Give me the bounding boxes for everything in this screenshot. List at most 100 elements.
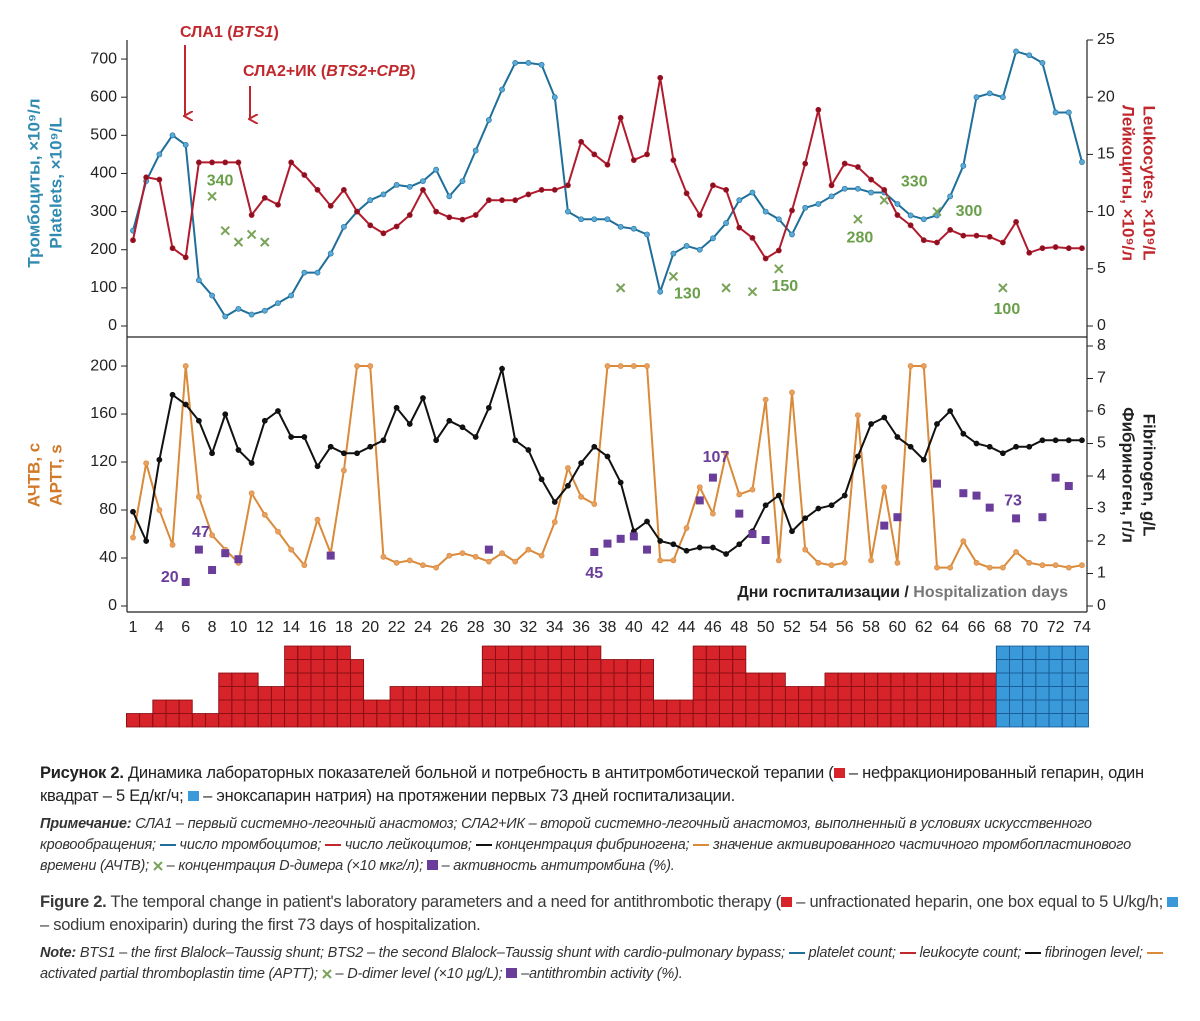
- data-point: [235, 447, 242, 453]
- heparin-column: [521, 645, 536, 728]
- legend-symbol: [153, 861, 163, 871]
- data-point: [644, 231, 650, 238]
- data-point: [1039, 245, 1046, 252]
- y-tick-label: 160: [90, 405, 117, 422]
- data-point: [947, 227, 954, 233]
- x-axis-label-sep: /: [900, 584, 913, 601]
- data-point: [314, 269, 321, 276]
- x-tick-label: 42: [651, 619, 669, 636]
- heparin-column: [785, 686, 799, 728]
- antithrombin-marker: [735, 509, 744, 518]
- x-tick-label: 20: [361, 619, 379, 636]
- data-point: [644, 151, 650, 158]
- data-point: [248, 212, 255, 218]
- data-point: [657, 538, 664, 544]
- caption-text: – активность антитромбина (%).: [437, 858, 675, 874]
- data-point: [775, 557, 782, 564]
- y2-tick-label: 0: [1097, 597, 1106, 614]
- caption-ru-note: Примечание: СЛА1 – первый системно-легоч…: [40, 814, 1185, 877]
- marker-cross: [233, 237, 244, 247]
- data-point: [907, 363, 914, 369]
- data-point: [565, 482, 571, 489]
- data-point: [960, 232, 967, 239]
- data-point: [986, 443, 993, 450]
- data-point: [1013, 48, 1019, 55]
- data-point: [156, 456, 163, 463]
- data-point: [855, 412, 861, 419]
- data-point: [986, 90, 993, 97]
- data-point: [762, 208, 769, 215]
- data-point: [367, 363, 374, 369]
- data-point: [538, 186, 545, 193]
- data-point: [789, 389, 795, 396]
- heparin-column: [771, 672, 786, 728]
- data-point: [485, 117, 492, 123]
- data-point: [209, 292, 215, 299]
- data-point: [710, 235, 716, 242]
- x-tick-label: 62: [915, 619, 933, 636]
- data-point: [340, 467, 347, 474]
- marker-cross: [668, 271, 679, 282]
- antithrombin-marker: [234, 555, 243, 564]
- data-point: [934, 564, 940, 571]
- caption-text: The temporal change in patient's laborat…: [106, 893, 782, 911]
- heparin-column: [1009, 645, 1024, 728]
- x-axis-label-ru: Дни госпитализации: [737, 584, 900, 601]
- data-point: [815, 201, 822, 207]
- d-dimer-marker: [246, 229, 257, 240]
- data-point: [538, 476, 545, 483]
- data-point: [169, 391, 176, 398]
- marker-cross: [853, 214, 863, 224]
- y2-axis-label: Fibrinogen, g/L: [1140, 414, 1159, 537]
- antithrombin-marker: [326, 551, 335, 560]
- x-tick-label: 28: [467, 619, 485, 636]
- data-point: [420, 186, 426, 193]
- antithrombin-marker: [761, 536, 770, 545]
- data-point: [459, 550, 466, 557]
- data-point: [301, 434, 308, 440]
- heparin-column: [126, 713, 140, 728]
- x-tick-label: 8: [208, 619, 217, 636]
- antithrombin-marker: [1064, 482, 1073, 491]
- y2-tick-label: 25: [1097, 31, 1115, 48]
- data-point: [314, 463, 321, 470]
- data-point: [828, 562, 835, 569]
- data-point: [195, 417, 202, 424]
- data-point: [775, 216, 782, 223]
- data-point: [947, 564, 954, 571]
- heparin-column: [943, 672, 958, 728]
- y2-tick-label: 1: [1097, 565, 1106, 582]
- data-point: [696, 484, 703, 491]
- data-point: [169, 541, 176, 548]
- data-point: [1039, 562, 1046, 569]
- annotation-text: СЛА1 (: [180, 24, 233, 41]
- heparin-column: [560, 645, 575, 728]
- x-tick-label: 14: [282, 619, 300, 636]
- data-point: [565, 208, 571, 215]
- data-point: [696, 544, 703, 551]
- data-point: [182, 363, 189, 369]
- axes-frame: [126, 40, 1088, 613]
- annotation-text: BTS1: [233, 24, 274, 41]
- data-label: 73: [1004, 493, 1022, 510]
- data-point: [986, 564, 993, 571]
- data-point: [696, 246, 703, 253]
- data-point: [1079, 562, 1085, 569]
- d-dimer-marker: [932, 206, 942, 217]
- data-point: [815, 106, 822, 113]
- heparin-column: [152, 699, 167, 728]
- y2-tick-label: 10: [1097, 203, 1115, 220]
- x-tick-label: 66: [968, 619, 986, 636]
- heparin-column: [692, 645, 707, 728]
- y2-tick-label: 2: [1097, 532, 1106, 549]
- data-point: [1039, 437, 1046, 444]
- y-tick-label: 40: [99, 549, 117, 566]
- x-tick-label: 72: [1047, 619, 1065, 636]
- antithrombin-marker: [590, 548, 599, 557]
- data-point: [789, 231, 795, 238]
- data-point: [485, 197, 492, 204]
- heparin-column: [508, 645, 523, 728]
- data-point: [775, 492, 782, 499]
- data-point: [1013, 443, 1019, 450]
- y-tick-label: 700: [90, 50, 117, 67]
